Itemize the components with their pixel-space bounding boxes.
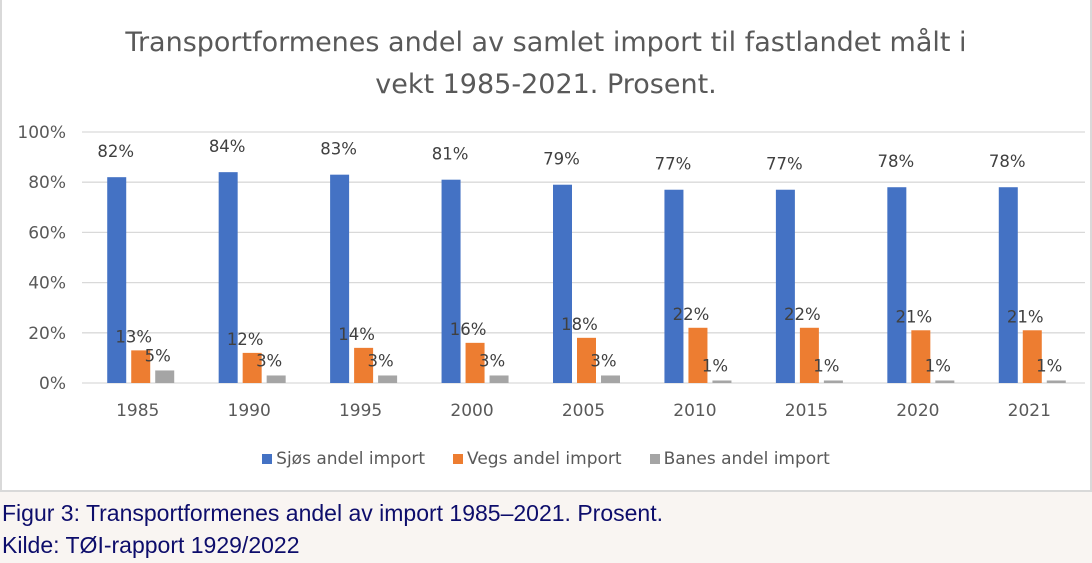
bar-sjøs (218, 172, 238, 383)
data-label: 78% (877, 152, 914, 171)
bar-sjøs (107, 177, 127, 383)
x-tick-label: 2000 (450, 401, 493, 421)
y-tick-label: 60% (28, 223, 66, 243)
y-tick-label: 40% (28, 274, 66, 294)
x-tick-label: 1985 (116, 401, 159, 421)
data-label: 82% (97, 142, 134, 161)
bar-sjøs (887, 187, 907, 383)
chart-title-line-2: vekt 1985-2021. Prosent. (375, 69, 717, 100)
y-tick-label: 20% (28, 324, 66, 344)
data-label: 83% (320, 140, 357, 159)
bar-banes (489, 375, 509, 383)
data-label: 1% (813, 356, 839, 375)
data-label: 1% (1036, 356, 1062, 375)
bar-banes (712, 380, 732, 383)
y-tick-label: 100% (17, 123, 66, 143)
legend-item: Vegs andel import (453, 449, 622, 469)
bar-banes (935, 380, 955, 383)
bar-banes (1046, 380, 1066, 383)
y-tick-label: 0% (39, 374, 66, 394)
data-label: 21% (895, 307, 932, 326)
data-label: 22% (673, 305, 710, 324)
data-label: 1% (925, 356, 951, 375)
data-label: 16% (450, 320, 487, 339)
x-tick-label: 2021 (1008, 401, 1051, 421)
bar-vegs (131, 350, 151, 383)
x-tick-label: 1990 (228, 401, 271, 421)
caption-title: Figur 3: Transportformenes andel av impo… (2, 500, 663, 526)
data-label: 84% (209, 137, 246, 156)
bar-sjøs (998, 187, 1018, 383)
bar-sjøs (553, 184, 572, 383)
legend-label: Vegs andel import (467, 449, 622, 469)
data-label: 3% (590, 351, 616, 370)
bar-banes (823, 380, 843, 383)
legend-item: Sjøs andel import (262, 449, 425, 469)
y-tick-label: 80% (28, 173, 66, 193)
x-tick-label: 1995 (339, 401, 382, 421)
bar-vegs (354, 347, 374, 383)
data-label: 3% (368, 351, 394, 370)
legend: Sjøs andel import Vegs andel import Banes … (0, 449, 1092, 469)
chart-title: Transportformenes andel av samlet import… (0, 22, 1092, 106)
bar-sjøs (441, 179, 461, 383)
chart-title-line-1: Transportformenes andel av samlet import… (125, 27, 967, 58)
data-label: 14% (338, 325, 375, 344)
legend-item: Banes andel import (649, 449, 830, 469)
legend-label: Sjøs andel import (276, 449, 426, 469)
bar-vegs (577, 337, 596, 383)
data-label: 21% (1007, 307, 1044, 326)
legend-swatch (649, 454, 660, 464)
x-tick-label: 2015 (785, 401, 828, 421)
bar-vegs (465, 342, 485, 383)
data-label: 3% (479, 351, 505, 370)
bar-vegs (1022, 330, 1042, 383)
data-label: 12% (227, 330, 264, 349)
legend-swatch (262, 454, 273, 464)
x-tick-label: 2020 (896, 401, 939, 421)
legend-label: Banes andel import (663, 449, 830, 469)
data-label: 3% (256, 351, 282, 370)
data-label: 78% (989, 152, 1026, 171)
caption-source: Kilde: TØI-rapport 1929/2022 (2, 532, 300, 558)
bar-sjøs (330, 174, 350, 383)
figure-caption: Figur 3: Transportformenes andel av impo… (2, 497, 663, 561)
bar-banes (378, 375, 398, 383)
legend-swatch (453, 454, 464, 464)
data-label: 81% (432, 145, 469, 164)
data-label: 77% (766, 155, 803, 174)
bar-vegs (688, 327, 708, 383)
x-tick-label: 2005 (562, 401, 605, 421)
data-label: 77% (655, 155, 692, 174)
data-label: 5% (145, 346, 171, 365)
bar-sjøs (775, 189, 795, 383)
bar-banes (155, 370, 175, 383)
data-label: 1% (702, 356, 728, 375)
data-label: 13% (115, 327, 152, 346)
x-tick-label: 2010 (673, 401, 716, 421)
data-label: 22% (784, 305, 821, 324)
bar-banes (601, 375, 620, 383)
chart-area (0, 0, 1092, 492)
bar-vegs (911, 330, 931, 383)
bar-vegs (799, 327, 819, 383)
data-label: 18% (561, 315, 598, 334)
data-label: 79% (543, 150, 580, 169)
bar-sjøs (664, 189, 684, 383)
bar-vegs (242, 352, 262, 383)
bar-banes (266, 375, 286, 383)
